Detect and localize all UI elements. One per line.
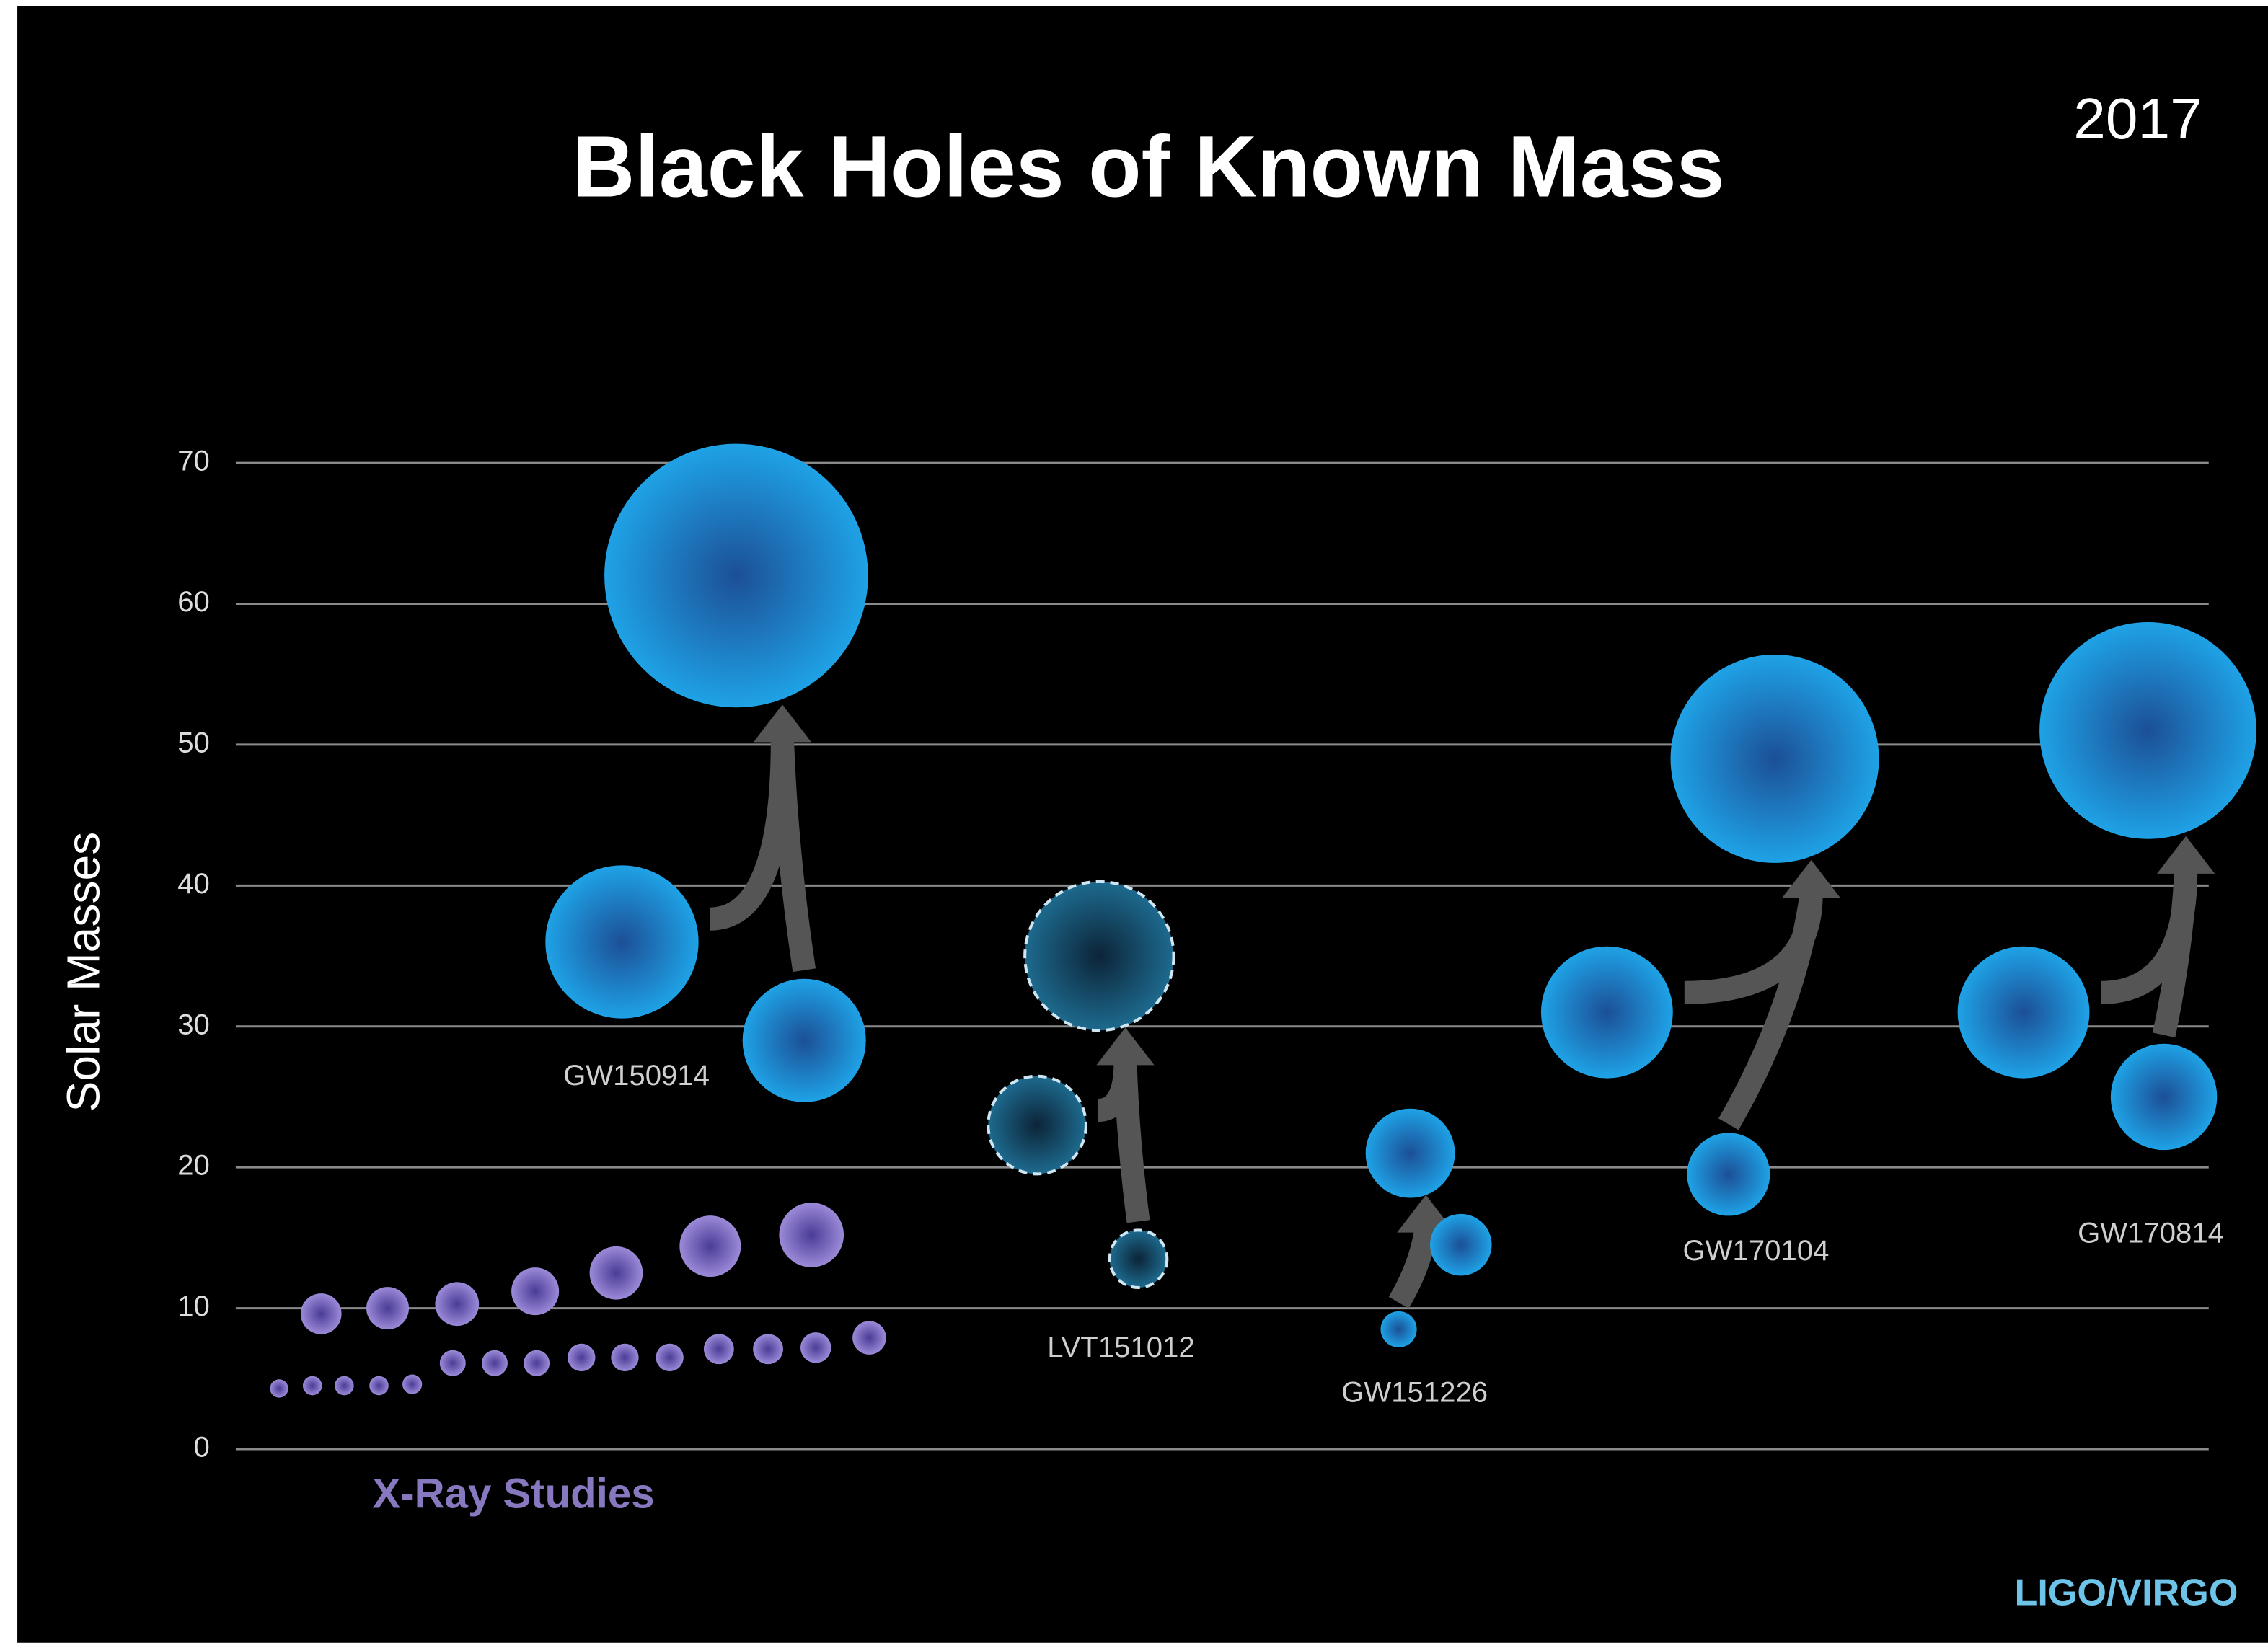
y-tick-label: 50 xyxy=(177,727,210,759)
grid: 0 10 20 30 40 50 60 70 xyxy=(177,446,2209,1463)
y-tick-label: 40 xyxy=(177,868,210,900)
xray-black-hole xyxy=(589,1246,643,1300)
merger-arrow xyxy=(1718,893,1823,1130)
event-label: GW170104 xyxy=(1683,1235,1830,1267)
black-hole xyxy=(2110,1043,2218,1151)
black-hole xyxy=(1108,1228,1169,1289)
black-hole xyxy=(1540,946,1673,1079)
event-label: LVT151012 xyxy=(1047,1332,1194,1363)
arrow-head xyxy=(1782,859,1840,898)
black-hole xyxy=(1430,1213,1492,1276)
event-label: GW151226 xyxy=(1341,1376,1488,1408)
xray-black-hole xyxy=(611,1343,639,1372)
merger-arrow xyxy=(2152,870,2198,1038)
black-hole xyxy=(1380,1311,1417,1347)
xray-black-hole xyxy=(435,1282,480,1327)
xray-black-hole xyxy=(300,1293,342,1334)
year: 2017 xyxy=(2073,86,2202,151)
xray-black-hole xyxy=(402,1374,423,1394)
xray-black-hole xyxy=(302,1376,322,1396)
event-label: GW150914 xyxy=(563,1060,710,1091)
merger-arrow xyxy=(1388,1228,1438,1309)
xray-black-hole xyxy=(335,1376,354,1396)
xray-black-hole xyxy=(679,1215,741,1277)
arrows xyxy=(709,704,2215,1309)
chart-title: Black Holes of Known Mass xyxy=(573,118,1725,216)
black-hole xyxy=(2039,621,2256,839)
black-hole xyxy=(1957,946,2090,1079)
xray-black-hole xyxy=(568,1343,596,1372)
y-tick-label: 60 xyxy=(177,586,210,618)
xray-black-hole xyxy=(511,1267,560,1316)
xray-black-hole xyxy=(779,1203,844,1267)
xray-black-hole xyxy=(270,1379,288,1398)
y-tick-label: 70 xyxy=(177,446,210,477)
y-axis-label: Solar Masses xyxy=(57,832,109,1112)
black-hole xyxy=(1365,1108,1455,1198)
xray-label: X-Ray Studies xyxy=(373,1471,655,1518)
arrow-head xyxy=(753,704,812,743)
black-hole xyxy=(987,1074,1087,1176)
background xyxy=(17,6,2268,1643)
xray-black-hole xyxy=(656,1343,684,1372)
black-hole xyxy=(604,443,868,708)
event-label: GW170814 xyxy=(2078,1218,2224,1249)
y-tick-label: 20 xyxy=(177,1150,210,1182)
y-tick-label: 10 xyxy=(177,1290,210,1322)
merger-arrow xyxy=(770,738,816,973)
xray-black-hole xyxy=(852,1321,886,1355)
black-hole xyxy=(545,865,699,1019)
black-hole xyxy=(1687,1133,1770,1216)
xray-black-hole xyxy=(369,1376,389,1396)
xray-black-hole xyxy=(481,1350,508,1376)
black-hole xyxy=(1023,880,1175,1032)
xray-black-hole xyxy=(753,1334,783,1365)
marks: GW150914 LVT151012 GW151226 GW170104 GW17081… xyxy=(270,443,2256,1408)
arrow-head xyxy=(1096,1027,1155,1066)
xray-black-hole xyxy=(703,1334,734,1365)
merger-arrow xyxy=(1113,1061,1150,1223)
y-tick-label: 30 xyxy=(177,1009,210,1040)
xray-black-hole xyxy=(366,1287,410,1330)
black-hole xyxy=(1670,654,1879,863)
xray-black-hole xyxy=(524,1350,550,1376)
arrow-head xyxy=(2157,836,2215,874)
credit: LIGO/VIRGO xyxy=(2015,1572,2238,1613)
xray-black-hole xyxy=(800,1332,831,1363)
xray-black-hole xyxy=(439,1350,466,1376)
black-hole xyxy=(742,978,866,1102)
y-tick-label: 0 xyxy=(194,1432,210,1463)
